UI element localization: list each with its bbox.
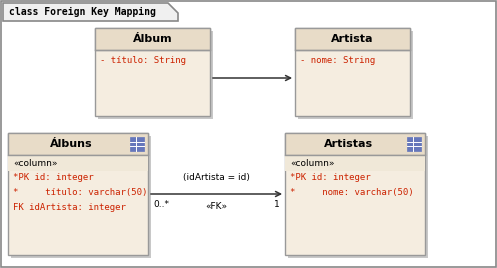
Text: 1: 1	[274, 200, 280, 209]
Text: Artistas: Artistas	[324, 139, 373, 149]
Text: - nome: String: - nome: String	[300, 56, 375, 65]
Bar	[295, 28, 410, 50]
Text: Álbum: Álbum	[133, 34, 172, 44]
Bar	[8, 155, 148, 171]
Bar	[98, 31, 213, 119]
Text: *PK id: integer: *PK id: integer	[290, 173, 371, 182]
Text: 0..*: 0..*	[153, 200, 169, 209]
Bar	[8, 133, 148, 255]
Bar	[11, 136, 151, 258]
Text: *     nome: varchar(50): * nome: varchar(50)	[290, 188, 414, 197]
Bar	[295, 28, 410, 116]
Text: «column»: «column»	[290, 158, 334, 168]
Text: class Foreign Key Mapping: class Foreign Key Mapping	[9, 7, 156, 17]
Text: «column»: «column»	[13, 158, 58, 168]
Text: Álbuns: Álbuns	[50, 139, 92, 149]
Text: Artista: Artista	[331, 34, 374, 44]
Text: *     título: varchar(50): * título: varchar(50)	[13, 188, 148, 197]
Text: FK idArtista: integer: FK idArtista: integer	[13, 203, 126, 212]
Bar	[285, 133, 425, 155]
Text: *PK id: integer: *PK id: integer	[13, 173, 93, 182]
Text: (idArtista = id): (idArtista = id)	[183, 173, 250, 182]
Bar	[285, 133, 425, 255]
Bar	[407, 137, 421, 151]
Polygon shape	[3, 3, 178, 21]
Bar	[95, 28, 210, 50]
Bar	[288, 136, 428, 258]
Text: «FK»: «FK»	[205, 202, 228, 211]
Bar	[285, 155, 425, 171]
Bar	[130, 137, 144, 151]
Bar	[8, 133, 148, 155]
Bar	[298, 31, 413, 119]
Bar	[95, 28, 210, 116]
Text: - título: String: - título: String	[100, 56, 186, 65]
